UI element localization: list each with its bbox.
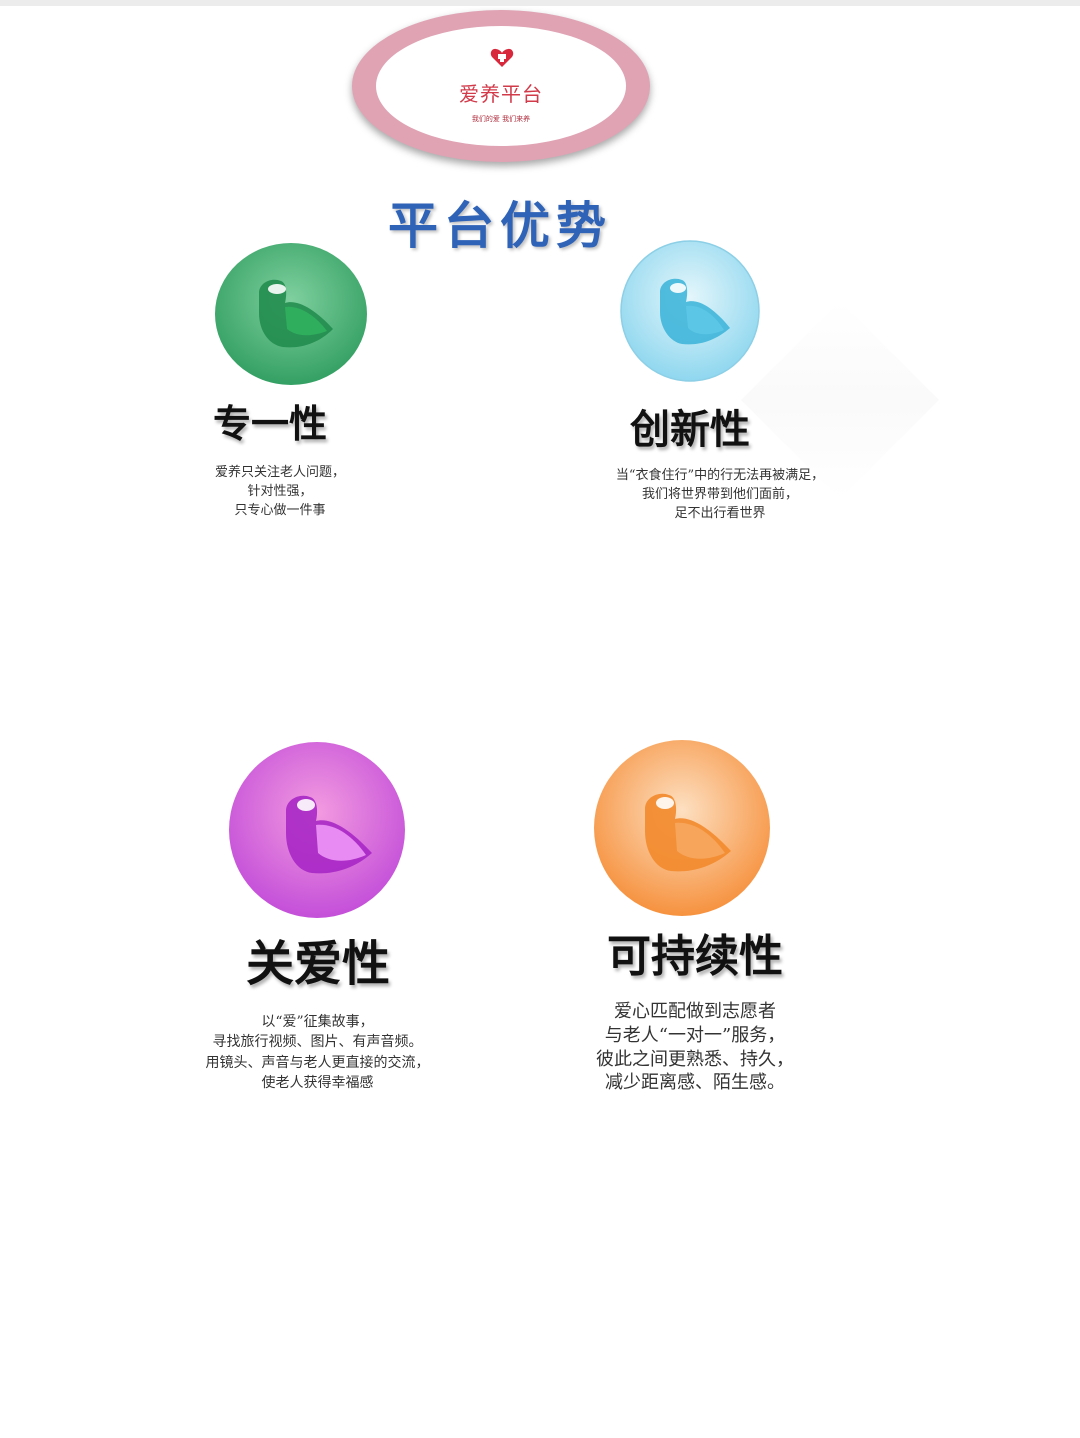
desc-line: 以“爱”征集故事， [261, 1014, 374, 1030]
feature-circle [228, 741, 406, 919]
feature-desc: 当“衣食住行”中的行无法再被满足， 我们将世界带到他们面前， 足不出行看世界 [555, 467, 885, 524]
desc-line: 爱心匹配做到志愿者 [614, 1001, 776, 1022]
feature-circle [215, 243, 367, 385]
bird-icon [215, 243, 367, 385]
feature-desc: 爱养只关注老人问题， 针对性强， 只专心做一件事 [160, 464, 400, 521]
feature-title: 关爱性 [245, 936, 390, 992]
desc-line: 彼此之间更熟悉、持久， [596, 1048, 794, 1070]
feature-desc: 以“爱”征集故事， 寻找旅行视频、图片、有声音频。 用镜头、声音与老人更直接的交… [150, 1012, 485, 1093]
desc-line: 用镜头、声音与老人更直接的交流， [205, 1054, 430, 1071]
feature-desc: 爱心匹配做到志愿者 与老人“一对一”服务， 彼此之间更熟悉、持久， 减少距离感、… [560, 1000, 830, 1095]
feature-title: 可持续性 [607, 931, 783, 982]
desc-line: 我们将世界带到他们面前， [641, 486, 798, 502]
logo-badge: 爱养平台 我们的爱 我们来养 [352, 10, 650, 162]
logo-name: 爱养平台 [459, 82, 543, 106]
bird-icon [620, 240, 760, 382]
desc-line: 当“衣食住行”中的行无法再被满足， [615, 468, 825, 483]
desc-line: 寻找旅行视频、图片、有声音频。 [212, 1034, 423, 1051]
desc-line: 与老人“一对一”服务， [604, 1024, 786, 1046]
desc-line: 减少距离感、陌生感。 [605, 1072, 785, 1094]
logo-inner: 爱养平台 我们的爱 我们来养 [376, 26, 626, 146]
bird-icon [229, 742, 405, 918]
feature-title: 创新性 [630, 406, 750, 453]
desc-line: 针对性强， [247, 483, 313, 499]
feature-title: 专一性 [212, 401, 327, 446]
page-title: 平台优势 [388, 196, 612, 255]
desc-line: 爱养只关注老人问题， [214, 465, 345, 480]
bird-icon [594, 740, 770, 916]
desc-line: 足不出行看世界 [674, 505, 766, 521]
top-strip [0, 0, 1080, 6]
desc-line: 使老人获得幸福感 [261, 1074, 374, 1091]
heart-icon [490, 48, 514, 67]
desc-line: 只专心做一件事 [234, 502, 326, 518]
feature-circle [593, 739, 771, 917]
logo-slogan: 我们的爱 我们来养 [471, 115, 531, 123]
feature-circle [620, 240, 760, 382]
